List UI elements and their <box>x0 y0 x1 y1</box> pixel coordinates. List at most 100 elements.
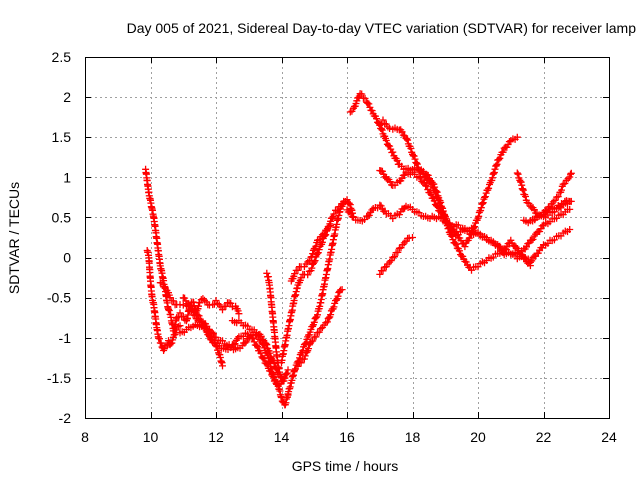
data-point <box>440 215 448 223</box>
data-point <box>530 206 538 214</box>
data-point <box>160 283 168 291</box>
data-point <box>376 201 384 209</box>
data-point <box>413 159 421 167</box>
data-point <box>492 162 500 170</box>
data-point <box>179 301 187 309</box>
x-tick-label: 24 <box>601 429 617 445</box>
data-point <box>169 297 177 305</box>
data-point <box>323 226 331 234</box>
data-point <box>317 325 325 333</box>
data-point <box>195 312 203 320</box>
data-point <box>314 249 322 257</box>
data-marks <box>142 90 575 409</box>
data-point <box>263 269 271 277</box>
data-point <box>309 250 317 258</box>
data-point <box>325 314 333 322</box>
data-point <box>156 335 163 343</box>
data-point <box>254 343 261 351</box>
data-point <box>386 258 394 266</box>
data-point <box>303 348 311 356</box>
data-point <box>391 253 398 261</box>
x-tick-label: 14 <box>274 429 290 445</box>
data-point <box>485 184 493 192</box>
series-track-6 <box>228 317 282 378</box>
y-tick-label: -2 <box>59 410 72 426</box>
data-point <box>567 197 575 205</box>
data-point <box>222 302 230 310</box>
data-point <box>513 133 521 141</box>
data-point <box>437 208 445 216</box>
data-point <box>315 246 323 254</box>
data-point <box>528 236 536 244</box>
data-point <box>567 170 574 178</box>
y-tick-label: 1.5 <box>52 129 72 145</box>
data-point <box>404 136 412 144</box>
data-point <box>294 266 302 274</box>
data-point <box>484 186 492 194</box>
data-point <box>257 332 265 340</box>
data-point <box>263 341 271 349</box>
data-point <box>212 297 220 304</box>
data-point <box>567 169 575 177</box>
data-point <box>419 169 427 177</box>
data-point <box>203 328 211 336</box>
data-point <box>194 311 202 319</box>
data-point <box>522 193 529 200</box>
data-point <box>249 335 257 343</box>
data-point <box>332 296 340 304</box>
y-axis-label: SDTVAR / TECUs <box>6 182 22 294</box>
data-point <box>304 258 312 266</box>
data-point <box>523 243 530 251</box>
data-point <box>393 157 401 164</box>
data-point <box>188 304 196 312</box>
y-tick-label: -1.5 <box>47 370 71 386</box>
data-point <box>346 108 354 116</box>
series-track-11 <box>287 222 335 285</box>
data-point <box>562 176 570 184</box>
data-point <box>496 154 504 162</box>
data-point <box>235 310 243 318</box>
x-tick-label: 8 <box>81 429 89 445</box>
data-point <box>338 286 346 294</box>
data-point <box>307 338 315 346</box>
data-point <box>308 253 316 261</box>
data-point <box>496 244 504 252</box>
data-point <box>309 337 317 345</box>
series-track-12 <box>346 90 534 274</box>
data-point <box>416 174 424 182</box>
data-point <box>481 193 488 201</box>
data-point <box>312 242 320 250</box>
data-point <box>455 247 463 255</box>
data-point <box>513 169 521 177</box>
data-point <box>176 309 184 317</box>
data-point <box>262 340 270 347</box>
data-point <box>495 156 503 164</box>
data-point <box>242 338 250 346</box>
data-point <box>499 148 507 156</box>
data-point <box>461 243 469 251</box>
data-point <box>301 352 309 360</box>
data-point <box>368 107 376 115</box>
data-point <box>410 152 418 160</box>
data-point <box>378 167 386 175</box>
data-point <box>449 236 457 244</box>
data-point <box>459 252 467 260</box>
data-point <box>297 359 305 367</box>
data-point <box>493 160 501 168</box>
y-tick-label: -1 <box>59 330 72 346</box>
data-point <box>165 307 173 314</box>
data-point <box>157 339 165 347</box>
data-point <box>304 271 312 279</box>
data-point <box>479 199 487 207</box>
data-point <box>300 355 308 363</box>
data-point <box>528 257 536 265</box>
data-point <box>386 142 394 150</box>
data-point <box>291 366 299 374</box>
data-point <box>209 330 217 338</box>
data-point <box>330 210 338 218</box>
series-track-2 <box>143 247 184 354</box>
data-point <box>488 174 496 182</box>
data-point <box>398 175 406 182</box>
data-point <box>327 222 335 229</box>
chart-title: Day 005 of 2021, Sidereal Day-to-day VTE… <box>127 20 637 36</box>
